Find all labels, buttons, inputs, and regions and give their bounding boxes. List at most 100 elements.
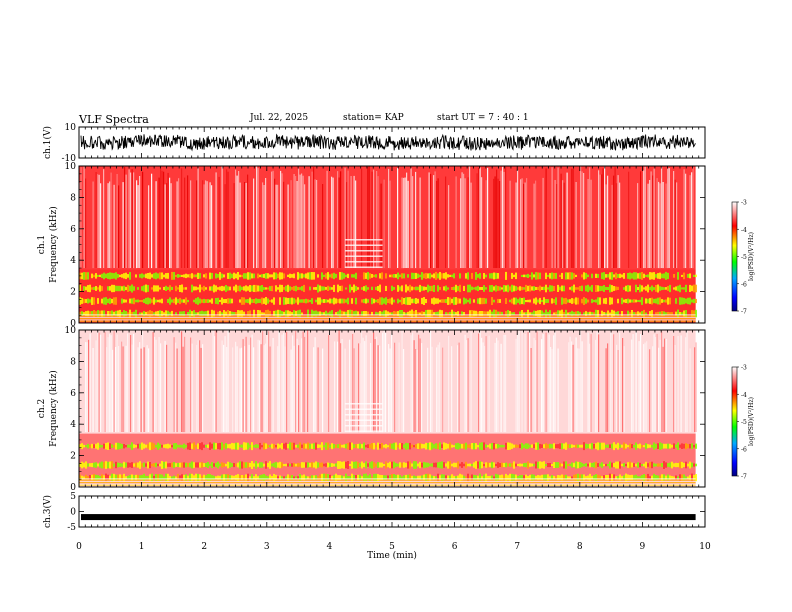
spectrogram-streak [184,336,186,433]
spectrogram-streak [610,331,612,432]
spectrogram-streak [515,182,517,269]
spectrogram-band-segment [579,444,581,448]
spectrogram-streak [118,185,120,268]
spectrogram-band-segment [631,273,633,279]
spectrogram-band-segment [327,474,329,482]
spectrogram-band-segment [97,274,99,277]
spectrogram-band-segment [351,298,353,304]
spectrogram-band-segment [413,287,415,290]
spectrogram-band-segment [117,285,119,292]
spectrogram-band-segment [611,285,613,292]
spectrogram-band-segment [293,273,295,279]
spectrogram-band-segment [407,297,409,305]
spectrogram-band-segment [93,286,95,290]
spectrogram-streak [658,181,660,269]
spectrogram-band-segment [595,299,597,303]
spectrogram-band-segment [235,300,237,303]
spectrogram-band-segment [263,273,265,278]
spectrogram-band-segment [361,461,363,469]
spectrogram-band-segment [199,443,201,450]
spectrogram-band-segment [113,284,115,293]
spectrogram-band-segment [405,284,407,293]
spectrogram-band-segment [177,444,179,448]
spectrogram-band-segment [551,444,553,449]
spectrogram-streak [290,180,292,268]
spectrogram-band-segment [187,442,189,450]
spectrogram-band-segment [499,445,501,448]
spectrogram-band-segment [683,297,685,305]
spectrogram-band-segment [379,444,381,449]
spectrogram-band-segment [303,274,305,278]
spectrogram-band-segment [273,473,275,482]
spectrogram-band-segment [457,298,459,304]
spectrogram-streak [590,179,592,268]
spectrogram-band-segment [571,462,573,468]
spectrogram-band-segment [495,443,497,449]
spectrogram-band-segment [417,273,419,279]
spectrogram-band-segment [313,462,315,468]
spectrogram-band-segment [205,287,207,290]
spectrogram-band-segment [469,298,471,304]
spectrogram-band-segment [317,444,319,448]
spectrogram-band-segment [143,462,145,468]
spectrogram-band-segment [619,461,621,469]
spectrogram-band-segment [513,285,515,292]
spectrogram-streak [166,344,168,432]
spectrogram-band-segment [329,463,331,467]
spectrogram-band-segment [175,274,177,277]
spectrogram-band-segment [423,474,425,481]
spectrogram-band-segment [381,443,383,450]
spectrogram-band-segment [251,309,253,318]
spectrogram-band-segment [123,299,125,303]
spectrogram-band-segment [291,297,293,305]
spectrogram-streak [293,174,295,268]
spectrogram-streak [158,177,160,269]
spectrogram-streak [494,176,496,269]
spectrogram-band-segment [623,463,625,468]
spectrogram-band-segment [329,474,331,481]
spectrogram-streak [92,181,94,269]
spectrogram-band-segment [507,310,509,317]
spectrogram-band-segment [105,297,107,305]
spectrogram-band-segment [149,287,151,290]
spectrogram-band-segment [689,273,691,279]
spectrogram-band-segment [333,284,335,292]
spectrogram-band-segment [447,274,449,278]
spectrogram-band-segment [391,297,393,305]
spectrogram-band-segment [467,272,469,280]
spectrogram-band-segment [275,298,277,304]
spectrogram-band-segment [219,463,221,467]
spectrogram-band-segment [609,473,611,482]
spectrogram-bottom-stripe [79,484,696,486]
spectrogram-band-segment [213,284,215,293]
spectrogram-streak [262,182,264,268]
spectrogram-band-segment [371,286,373,291]
spectrogram-band-segment [159,310,161,317]
spectrogram-band-segment [351,473,353,482]
spectrogram-band-segment [451,444,453,448]
spectrogram-bottom-stripe [79,315,696,317]
spectrogram-band-segment [557,444,559,449]
spectrogram-band-segment [393,474,395,482]
spectrogram-band-segment [337,272,339,280]
spectrogram-band-segment [519,272,521,280]
spectrogram-band-segment [465,311,467,316]
spectrogram-band-segment [545,474,547,481]
spectrogram-band-segment [305,298,307,304]
spectrogram-band-segment [519,444,521,449]
spectrogram-band-segment [487,272,489,280]
spectrogram-band-segment [375,286,377,291]
spectrogram-streak [88,339,90,433]
spectrogram-band-segment [125,311,127,317]
spectrogram-band-segment [437,273,439,279]
spectrogram-band-segment [479,442,481,450]
spectrogram-band-segment [109,272,111,280]
spectrogram-streak [239,182,241,269]
spectrogram-band-segment [393,299,395,303]
spectrogram-band-segment [329,311,331,316]
spectrogram-streak [259,340,261,432]
spectrogram-band-segment [341,285,343,292]
spectrogram-band-segment [179,285,181,292]
spectrogram-band-segment [355,310,357,317]
spectrogram-band-segment [223,274,225,278]
